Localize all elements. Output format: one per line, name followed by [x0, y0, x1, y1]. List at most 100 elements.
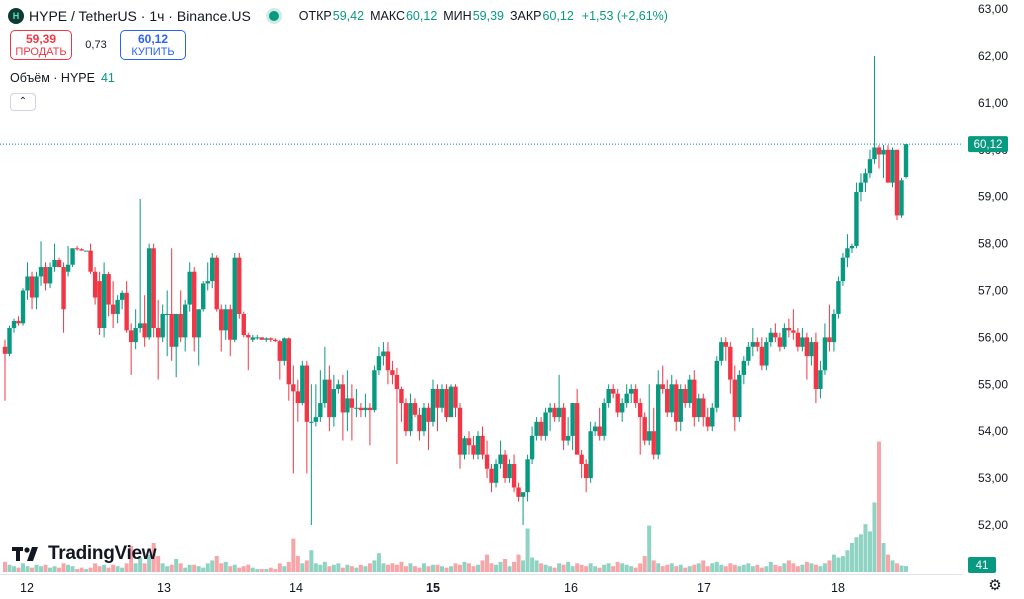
- collapse-legend-button[interactable]: ⌃: [10, 93, 36, 111]
- candle-body: [903, 144, 909, 178]
- volume-bar: [845, 550, 850, 572]
- candle-body: [638, 403, 643, 418]
- candle: [101, 262, 107, 338]
- volume-bar: [525, 528, 530, 572]
- volume-bar: [791, 563, 796, 572]
- market-status-icon[interactable]: [268, 11, 279, 21]
- volume-bar: [88, 567, 93, 572]
- volume-bar: [102, 564, 107, 572]
- candle-body: [381, 351, 386, 357]
- volume-bar: [264, 569, 269, 572]
- candle-body: [583, 464, 589, 479]
- candle: [601, 398, 607, 441]
- price-axis[interactable]: 52,00 53,00 54,00 55,00 56,00 57,00 58,00 59,00…: [978, 2, 1008, 532]
- candle: [511, 454, 517, 493]
- volume-bar: [304, 560, 309, 572]
- volume-bar: [755, 564, 760, 572]
- candle-body: [471, 445, 476, 455]
- candle: [52, 243, 57, 272]
- volume-bar: [93, 563, 98, 572]
- candle-body: [516, 487, 521, 497]
- volume-bar: [165, 566, 170, 572]
- volume-bar: [561, 564, 566, 572]
- candle: [88, 243, 93, 275]
- volume-bar: [34, 564, 39, 572]
- candle: [192, 267, 197, 352]
- tradingview-watermark[interactable]: TradingView: [12, 543, 157, 565]
- candle-body: [47, 267, 53, 284]
- candle: [903, 144, 909, 179]
- candle-body: [164, 313, 170, 315]
- candle: [773, 323, 778, 343]
- candle: [250, 335, 255, 343]
- time-axis[interactable]: 12 13 14 15 16 17 18: [0, 574, 963, 596]
- candle-body: [390, 370, 395, 375]
- volume-bar: [498, 561, 503, 572]
- candle: [29, 271, 35, 310]
- volume-bar: [169, 564, 174, 572]
- candle: [737, 370, 742, 422]
- volume-bar: [458, 564, 463, 572]
- candle-body: [786, 328, 792, 331]
- candle-body: [466, 438, 472, 446]
- candle-body: [529, 435, 535, 460]
- volume-legend[interactable]: Объём · HYPE 41: [10, 71, 115, 85]
- candle-body: [74, 248, 80, 250]
- volume-bar: [795, 566, 800, 572]
- candle: [367, 403, 373, 446]
- volume-bar: [12, 566, 17, 572]
- sell-button[interactable]: 59,39 ПРОДАТЬ: [10, 30, 72, 60]
- candle: [408, 393, 413, 436]
- candle-body: [592, 426, 598, 432]
- candle: [178, 290, 183, 343]
- volume-bar: [79, 567, 84, 572]
- volume-bar: [120, 567, 125, 572]
- volume-bar: [507, 566, 512, 572]
- volume-bar: [534, 560, 539, 572]
- candle-body: [385, 351, 391, 371]
- candle-body: [291, 384, 296, 392]
- candle-body: [534, 421, 539, 436]
- symbol-title[interactable]: HYPE / TetherUS · 1ч · Binance.US: [29, 8, 251, 24]
- candle-body: [205, 281, 210, 284]
- volume-bar: [476, 564, 481, 572]
- volume-bar: [331, 564, 336, 572]
- buy-button[interactable]: 60,12 КУПИТЬ: [120, 30, 186, 60]
- candle-body: [665, 388, 670, 413]
- chart-settings-icon[interactable]: ⚙: [988, 577, 1002, 594]
- candle-body: [16, 320, 21, 324]
- candle-body: [38, 267, 44, 277]
- candle: [169, 248, 174, 361]
- volume-bar: [430, 564, 435, 572]
- candle-body: [876, 147, 882, 155]
- candle-body: [890, 149, 895, 183]
- candle-body: [624, 393, 629, 404]
- volume-bar: [345, 564, 350, 572]
- candle: [624, 384, 629, 408]
- volume-bar: [241, 566, 246, 572]
- candle: [867, 149, 873, 178]
- ohlc-value: 60,12: [542, 9, 574, 23]
- candle-body: [845, 248, 850, 258]
- candle: [556, 374, 562, 422]
- volume-bar: [593, 566, 598, 572]
- volume-bar: [439, 566, 444, 572]
- volume-bar: [831, 554, 836, 572]
- candle-body: [300, 365, 305, 404]
- candle: [430, 379, 436, 427]
- candle: [34, 271, 39, 310]
- volume-bar: [142, 563, 147, 572]
- candle: [710, 403, 715, 432]
- candle: [791, 309, 796, 340]
- candle: [588, 421, 593, 483]
- volume-bar: [539, 563, 544, 572]
- volume-bar: [827, 560, 832, 572]
- candle: [246, 332, 251, 371]
- candle-body: [349, 398, 355, 408]
- volume-bar: [219, 563, 224, 572]
- volume-bar: [876, 441, 881, 572]
- volume-bar: [732, 564, 737, 572]
- candle-body: [273, 339, 278, 342]
- candle-body: [133, 328, 138, 343]
